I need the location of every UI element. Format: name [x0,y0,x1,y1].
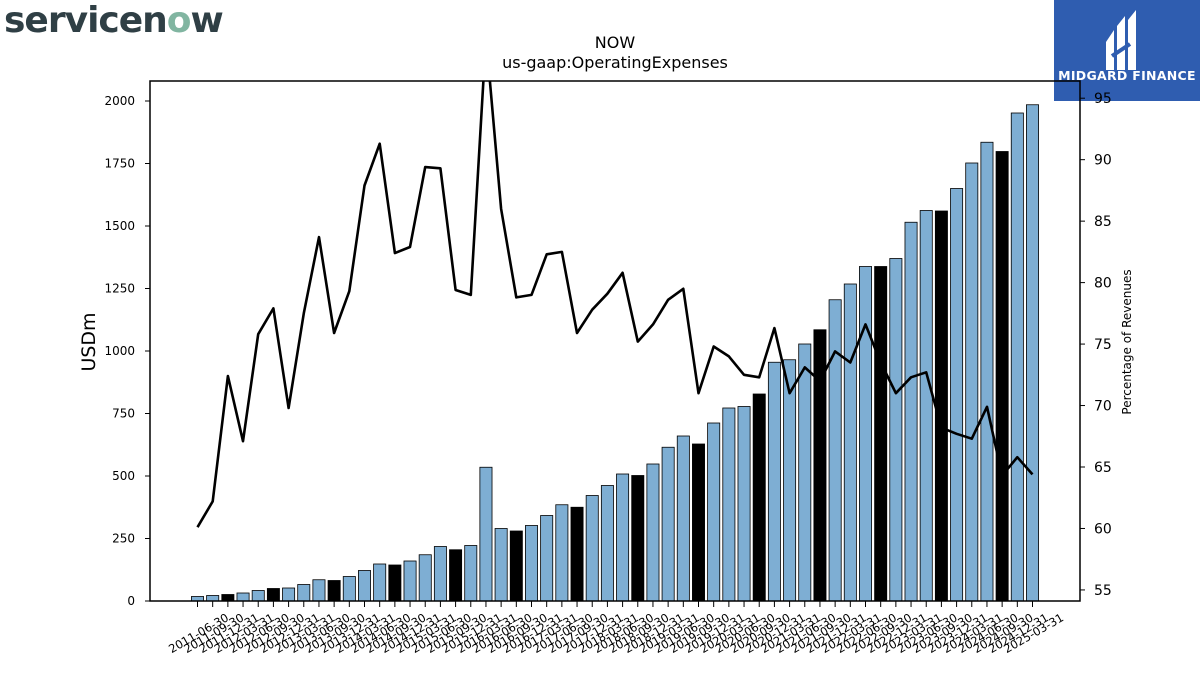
x-axis: 2011-06-302011-09-302011-12-312012-03-31… [166,601,1066,656]
bar-2012-12-31 [282,587,296,602]
left-axis: 0 250 500 750 1000 1250 1500 1750 2000 [104,94,150,608]
bar-2018-09-30 [631,475,645,602]
bar-2013-09-30 [327,580,341,602]
chart-title: NOW [595,33,636,52]
y-axis-label: USDm [78,312,100,371]
bar-2020-03-31 [722,407,736,602]
bar-2018-03-31 [600,485,614,602]
y-tick-label: 0 [127,594,135,608]
y-tick-label: 2000 [104,94,135,108]
line-group [196,81,1034,528]
bar-2018-12-31 [646,463,660,602]
y-tick-label: 1500 [104,219,135,233]
bar-2014-03-31 [358,570,371,602]
bar-2023-09-30 [934,210,948,602]
bar-2011-09-30 [206,595,220,602]
bar-2020-09-30 [752,393,766,602]
bar-2020-06-30 [737,406,751,602]
midgard-finance-logo: MIDGARD FINANCE [1054,0,1200,101]
bar-2022-06-30 [859,266,872,602]
chart-subtitle: us-gaap:OperatingExpenses [502,53,728,72]
bar-2017-06-30 [555,504,569,602]
y2-tick-label: 80 [1094,276,1112,292]
bar-2022-09-30 [874,266,888,602]
bar-2025-03-31 [1026,104,1039,602]
bar-2011-12-31 [221,594,235,602]
bar-2024-09-30 [995,151,1009,602]
y2-axis-label: Percentage of Revenues [1120,269,1134,414]
y-tick-label: 500 [112,469,135,483]
servicenow-logo: servicenow [4,0,224,41]
y-tick-label: 1250 [104,282,135,296]
bar-2020-12-31 [767,361,781,602]
y2-tick-label: 65 [1094,460,1112,476]
logo-o-mark: o [166,0,192,41]
bar-2015-12-31 [464,545,478,602]
bar-2021-06-30 [798,343,812,602]
y-tick-label: 1750 [104,157,135,171]
bar-2014-06-30 [373,563,387,602]
bar-2017-12-31 [585,495,599,602]
y-tick-label: 250 [112,532,135,546]
bar-2019-06-30 [676,435,690,602]
bar-2016-09-30 [509,530,523,602]
bar-2024-03-31 [965,162,979,602]
y-tick-label: 1000 [104,344,135,358]
bar-2019-03-31 [661,446,675,602]
y2-tick-label: 95 [1094,91,1112,107]
bar-2019-09-30 [692,443,705,602]
bar-2024-12-31 [1010,112,1024,602]
y2-tick-label: 75 [1094,337,1112,353]
midgard-finance-name: MIDGARD FINANCE [1058,68,1196,83]
series-line [196,81,1034,528]
y2-tick-label: 60 [1094,521,1112,537]
bar-2016-12-31 [525,525,538,602]
bar-2012-03-31 [236,592,250,602]
bar-2017-09-30 [570,506,584,602]
bars-group [191,104,1039,602]
bar-2022-12-31 [889,258,903,602]
bar-2023-03-31 [904,221,918,602]
y2-tick-label: 55 [1094,583,1112,599]
bar-2019-12-31 [707,422,721,602]
bar-2017-03-31 [540,515,554,602]
bar-2024-06-30 [980,141,994,602]
bar-2021-12-31 [828,299,842,602]
bar-2015-03-31 [418,554,432,602]
y-tick-label: 750 [112,407,135,421]
bar-2013-03-31 [297,584,311,602]
bar-2013-06-30 [312,579,326,602]
bar-2016-03-31 [479,466,493,602]
bar-2021-03-31 [783,359,797,602]
y2-tick-label: 90 [1094,153,1112,169]
y2-tick-label: 85 [1094,214,1112,230]
bar-2023-12-31 [950,188,964,602]
right-axis: 55 60 65 70 75 80 85 90 95 [1080,91,1112,599]
bar-2018-06-30 [616,473,630,602]
bar-2014-12-31 [403,560,417,602]
bar-2022-03-31 [843,283,857,602]
bar-2015-09-30 [449,549,463,602]
bar-2015-06-30 [433,546,447,602]
bar-2016-06-30 [494,528,508,602]
bar-2014-09-30 [388,564,402,602]
bar-2012-09-30 [266,588,280,602]
bar-2012-06-30 [251,590,265,602]
bar-2013-12-31 [342,576,356,602]
bar-2023-06-30 [919,210,933,602]
plot-frame [149,80,1081,602]
y2-tick-label: 70 [1094,399,1112,415]
midgard-emblem-icon [1106,10,1136,70]
